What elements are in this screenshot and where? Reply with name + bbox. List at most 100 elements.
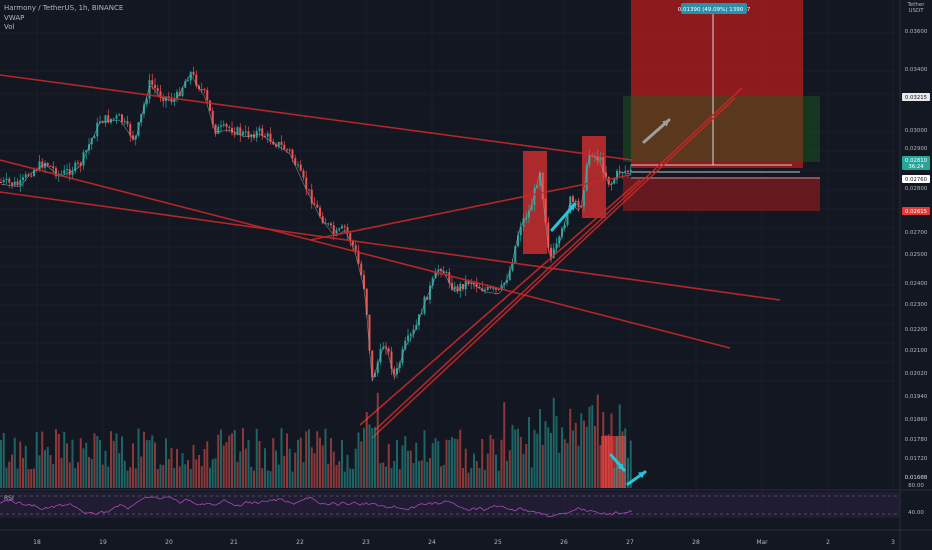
candle[interactable] (104, 115, 107, 124)
candle[interactable] (387, 348, 390, 352)
candle[interactable] (407, 335, 409, 341)
candle[interactable] (291, 149, 294, 159)
candle[interactable] (145, 98, 148, 105)
candle[interactable] (343, 226, 346, 228)
candle[interactable] (253, 134, 255, 138)
candle[interactable] (368, 314, 371, 351)
candle[interactable] (8, 178, 11, 183)
candle[interactable] (563, 225, 566, 229)
candle[interactable] (258, 128, 261, 132)
candle[interactable] (376, 362, 379, 374)
candle[interactable] (38, 161, 41, 171)
candle[interactable] (588, 153, 591, 166)
candle[interactable] (495, 287, 497, 290)
candle[interactable] (561, 228, 563, 237)
candle[interactable] (321, 216, 324, 224)
candle[interactable] (621, 172, 624, 174)
trendline[interactable] (0, 74, 633, 161)
candle[interactable] (324, 223, 327, 225)
candle[interactable] (486, 286, 489, 290)
candle[interactable] (132, 135, 134, 140)
candle[interactable] (280, 141, 283, 145)
trendline[interactable] (0, 159, 731, 349)
volume-indicator-label[interactable]: Vol (4, 23, 15, 31)
trendline[interactable] (309, 174, 631, 241)
candle[interactable] (302, 170, 305, 178)
candle[interactable] (286, 149, 288, 151)
candle[interactable] (360, 263, 363, 275)
candle[interactable] (627, 170, 629, 172)
candle[interactable] (178, 91, 181, 97)
candle[interactable] (319, 207, 321, 217)
candle[interactable] (519, 226, 522, 236)
candle[interactable] (206, 90, 209, 101)
candle[interactable] (473, 282, 475, 284)
candle[interactable] (508, 270, 511, 281)
vwap-indicator-label[interactable]: VWAP (4, 13, 25, 22)
candle[interactable] (363, 274, 365, 289)
candle[interactable] (60, 173, 63, 175)
candle[interactable] (354, 245, 357, 251)
position-target-zone[interactable] (631, 0, 803, 168)
candle[interactable] (305, 177, 308, 190)
candle[interactable] (572, 196, 574, 202)
candle[interactable] (420, 313, 423, 315)
candle[interactable] (244, 131, 247, 133)
candle[interactable] (475, 283, 478, 288)
candle[interactable] (346, 227, 349, 234)
candle[interactable] (569, 196, 572, 213)
candle[interactable] (613, 179, 616, 184)
candle[interactable] (236, 127, 239, 135)
candle[interactable] (294, 158, 297, 166)
candle[interactable] (35, 169, 38, 171)
candle[interactable] (349, 233, 352, 242)
candle[interactable] (583, 190, 585, 207)
candle[interactable] (536, 185, 539, 188)
candle[interactable] (231, 128, 233, 133)
candle[interactable] (426, 296, 429, 300)
symbol-title[interactable]: Harmony / TetherUS, 1h, BINANCE (4, 4, 124, 12)
candle[interactable] (599, 157, 602, 161)
candle[interactable] (85, 150, 88, 153)
candle[interactable] (22, 177, 24, 181)
candle[interactable] (448, 272, 451, 284)
candle[interactable] (555, 243, 558, 249)
candle[interactable] (528, 210, 530, 219)
candle[interactable] (385, 347, 387, 349)
candle[interactable] (19, 180, 22, 186)
candle[interactable] (184, 81, 187, 88)
candle[interactable] (148, 80, 151, 99)
candle[interactable] (239, 127, 242, 136)
candle[interactable] (442, 271, 445, 273)
candle[interactable] (371, 350, 374, 378)
candle[interactable] (470, 282, 473, 284)
candle[interactable] (192, 72, 195, 75)
candle[interactable] (189, 72, 192, 81)
candle[interactable] (209, 100, 211, 111)
candle[interactable] (530, 205, 533, 211)
candle[interactable] (552, 248, 555, 258)
candle[interactable] (49, 165, 52, 167)
candle[interactable] (618, 170, 621, 173)
candle[interactable] (492, 287, 495, 289)
candle[interactable] (187, 80, 189, 82)
candle[interactable] (404, 340, 407, 350)
candle[interactable] (66, 169, 68, 171)
candle[interactable] (151, 80, 154, 85)
trendline[interactable] (0, 191, 781, 301)
candle[interactable] (107, 115, 110, 123)
candle[interactable] (624, 170, 627, 173)
candle[interactable] (228, 126, 231, 129)
candle[interactable] (24, 174, 27, 178)
candle[interactable] (11, 182, 13, 186)
candle[interactable] (79, 163, 82, 166)
candle[interactable] (374, 373, 376, 378)
candle[interactable] (352, 241, 354, 246)
candle[interactable] (63, 170, 66, 174)
candle[interactable] (330, 223, 332, 226)
candle[interactable] (176, 91, 178, 100)
candle[interactable] (261, 128, 264, 136)
candle[interactable] (506, 280, 508, 283)
candle[interactable] (500, 284, 503, 289)
